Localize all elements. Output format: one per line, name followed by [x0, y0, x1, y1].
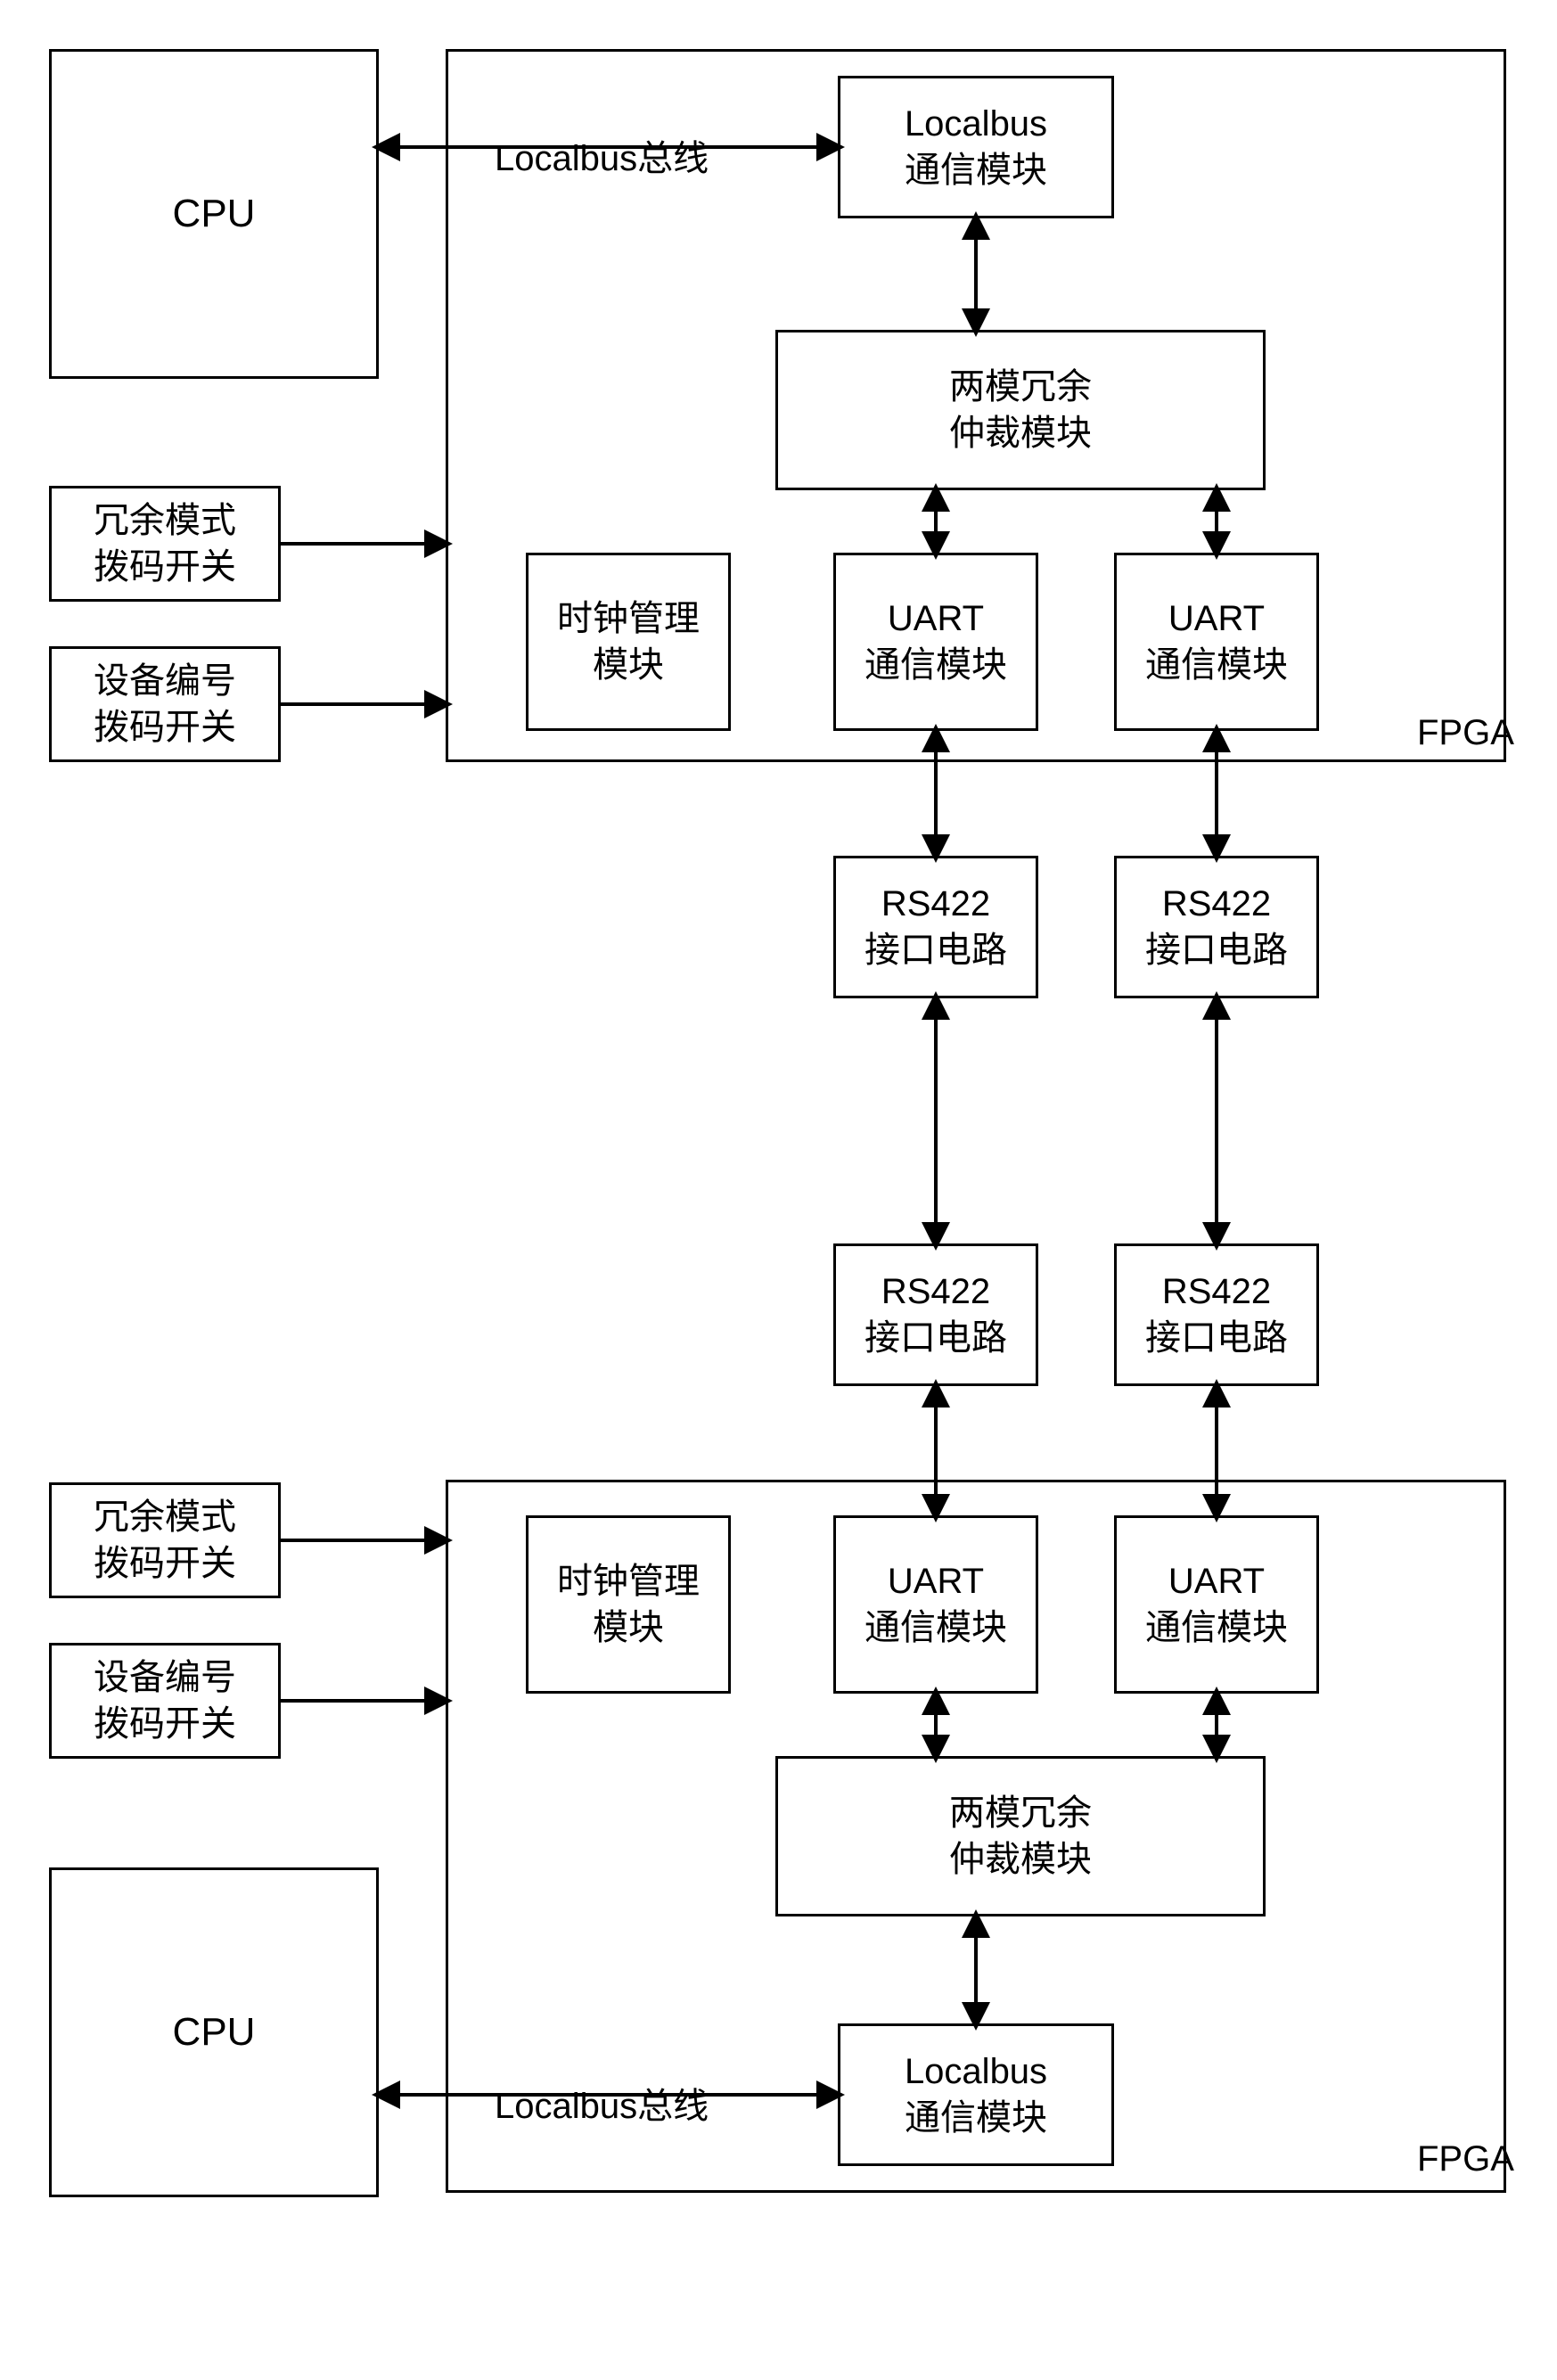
uart-bot-r: UART 通信模块 — [1114, 1515, 1319, 1694]
localbus-bot-line0: Localbus — [905, 2048, 1047, 2095]
switch4: 设备编号 拨码开关 — [49, 1643, 281, 1759]
rs422-ul-line0: RS422 — [881, 881, 990, 927]
arbiter-bot-line1: 仲裁模块 — [949, 1836, 1092, 1883]
switch1-line1: 拨码开关 — [94, 544, 236, 590]
uart-bot-l: UART 通信模块 — [833, 1515, 1038, 1694]
switch2: 设备编号 拨码开关 — [49, 646, 281, 762]
localbus-top-line1: 通信模块 — [905, 147, 1047, 193]
rs422-ll: RS422 接口电路 — [833, 1243, 1038, 1386]
arbiter-bot-line0: 两模冗余 — [949, 1790, 1092, 1836]
switch1: 冗余模式 拨码开关 — [49, 486, 281, 602]
rs422-ul: RS422 接口电路 — [833, 856, 1038, 998]
clock-top-line1: 模块 — [593, 642, 664, 688]
switch2-line1: 拨码开关 — [94, 704, 236, 751]
rs422-ur-line0: RS422 — [1162, 881, 1271, 927]
uart-top-l: UART 通信模块 — [833, 553, 1038, 731]
clock-bot-line0: 时钟管理 — [557, 1558, 700, 1604]
switch4-line1: 拨码开关 — [94, 1701, 236, 1747]
rs422-ll-line1: 接口电路 — [865, 1315, 1007, 1361]
switch4-line0: 设备编号 — [94, 1654, 236, 1701]
clock-top-line0: 时钟管理 — [557, 595, 700, 642]
switch3: 冗余模式 拨码开关 — [49, 1482, 281, 1598]
cpu-top: CPU — [49, 49, 379, 379]
arbiter-bot: 两模冗余 仲裁模块 — [775, 1756, 1266, 1916]
uart-top-r-line0: UART — [1168, 595, 1265, 642]
localbus-bot-line1: 通信模块 — [905, 2095, 1047, 2141]
clock-bot: 时钟管理 模块 — [526, 1515, 731, 1694]
uart-top-r: UART 通信模块 — [1114, 553, 1319, 731]
rs422-lr: RS422 接口电路 — [1114, 1243, 1319, 1386]
uart-top-l-line1: 通信模块 — [865, 642, 1007, 688]
edge-label-localbus-top: Localbus总线 — [495, 129, 709, 181]
uart-top-r-line1: 通信模块 — [1145, 642, 1288, 688]
clock-bot-line1: 模块 — [593, 1604, 664, 1651]
cpu-bot-label: CPU — [173, 2007, 256, 2057]
localbus-top-line0: Localbus — [905, 101, 1047, 147]
arbiter-top-line1: 仲裁模块 — [949, 410, 1092, 456]
fpga-top-label: FPGA — [1417, 713, 1514, 753]
uart-bot-r-line0: UART — [1168, 1558, 1265, 1604]
switch3-line1: 拨码开关 — [94, 1540, 236, 1587]
uart-top-l-line0: UART — [888, 595, 984, 642]
switch1-line0: 冗余模式 — [94, 497, 236, 544]
cpu-bot: CPU — [49, 1867, 379, 2197]
rs422-ul-line1: 接口电路 — [865, 927, 1007, 973]
localbus-top: Localbus 通信模块 — [838, 76, 1114, 218]
cpu-top-label: CPU — [173, 188, 256, 239]
clock-top: 时钟管理 模块 — [526, 553, 731, 731]
rs422-ur: RS422 接口电路 — [1114, 856, 1319, 998]
switch3-line0: 冗余模式 — [94, 1494, 236, 1540]
uart-bot-l-line1: 通信模块 — [865, 1604, 1007, 1651]
uart-bot-l-line0: UART — [888, 1558, 984, 1604]
uart-bot-r-line1: 通信模块 — [1145, 1604, 1288, 1651]
edge-label-localbus-bot: Localbus总线 — [495, 2077, 709, 2129]
arbiter-top: 两模冗余 仲裁模块 — [775, 330, 1266, 490]
rs422-ur-line1: 接口电路 — [1145, 927, 1288, 973]
rs422-ll-line0: RS422 — [881, 1268, 990, 1315]
rs422-lr-line0: RS422 — [1162, 1268, 1271, 1315]
fpga-bot-label: FPGA — [1417, 2139, 1514, 2179]
switch2-line0: 设备编号 — [94, 658, 236, 704]
arbiter-top-line0: 两模冗余 — [949, 364, 1092, 410]
localbus-bot: Localbus 通信模块 — [838, 2023, 1114, 2166]
rs422-lr-line1: 接口电路 — [1145, 1315, 1288, 1361]
